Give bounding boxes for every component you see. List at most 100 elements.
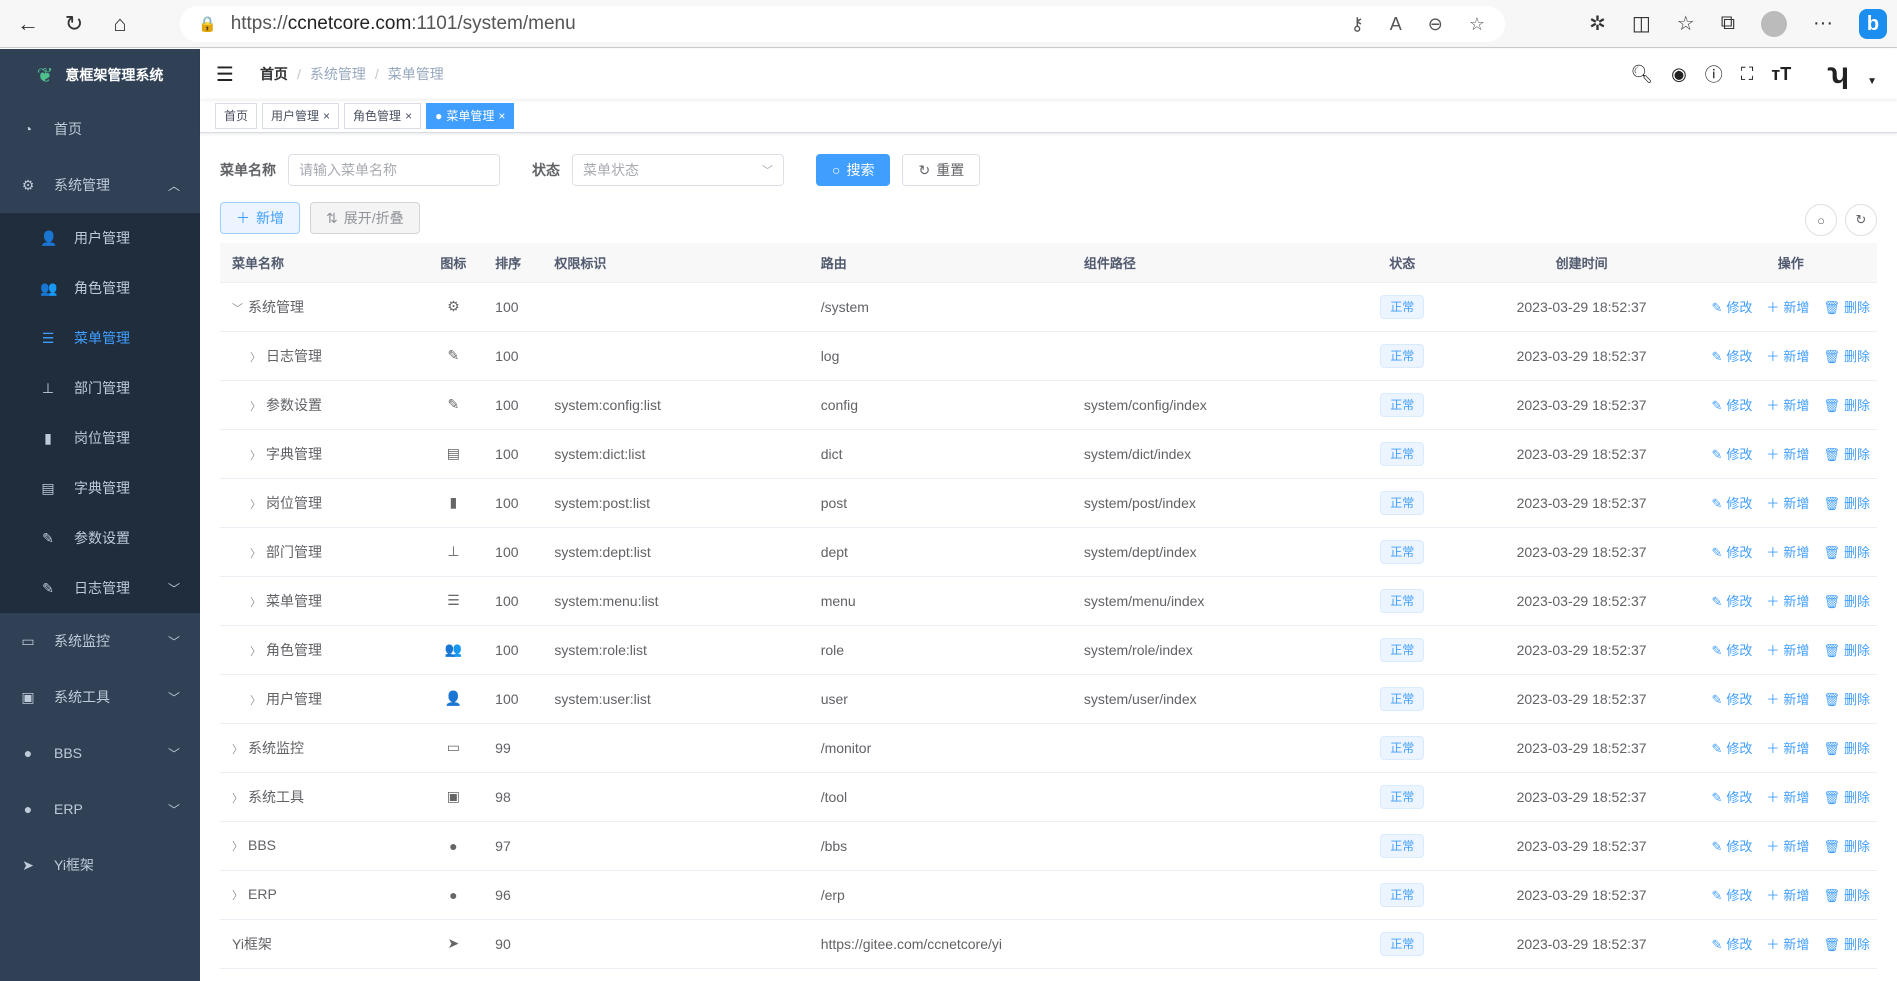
add-child-button[interactable]: ＋新增 <box>1766 888 1810 903</box>
delete-button[interactable]: 🗑︎ 删除 <box>1823 349 1870 364</box>
edit-button[interactable]: ✎ 修改 <box>1711 447 1753 462</box>
github-icon[interactable]: ◉ <box>1671 63 1687 84</box>
sidebar-subitem[interactable]: ▤ 字典管理 <box>0 463 200 513</box>
sidebar-subitem[interactable]: ▮ 岗位管理 <box>0 413 200 463</box>
home-icon[interactable]: ⌂ <box>113 10 127 36</box>
favorites-icon[interactable]: ☆ <box>1676 13 1695 35</box>
refresh-table-button[interactable]: ↻ <box>1845 204 1877 236</box>
delete-button[interactable]: 🗑︎ 删除 <box>1823 398 1870 413</box>
sidebar-item[interactable]: ▭ 系统监控 ﹀ <box>0 613 200 669</box>
help-icon[interactable]: ⓘ <box>1704 65 1723 85</box>
chevron-right-icon[interactable]: 〉 <box>250 498 261 511</box>
zoom-out-icon[interactable]: ⊖ <box>1427 13 1443 34</box>
sidebar-item[interactable]: ➤ Yi框架 <box>0 837 200 893</box>
extensions-icon[interactable]: ✲ <box>1589 13 1606 35</box>
add-child-button[interactable]: ＋新增 <box>1766 398 1810 413</box>
add-child-button[interactable]: ＋新增 <box>1766 349 1810 364</box>
delete-button[interactable]: 🗑︎ 删除 <box>1823 496 1870 511</box>
add-child-button[interactable]: ＋新增 <box>1766 300 1810 315</box>
reset-button[interactable]: ↻ 重置 <box>902 154 981 186</box>
key-icon[interactable]: ⚷ <box>1350 13 1364 34</box>
delete-button[interactable]: 🗑︎ 删除 <box>1823 545 1870 560</box>
chevron-right-icon[interactable]: 〉 <box>250 449 261 462</box>
font-size-icon[interactable]: тT <box>1771 63 1792 84</box>
edit-button[interactable]: ✎ 修改 <box>1711 937 1753 952</box>
split-screen-icon[interactable]: ◫ <box>1631 13 1651 35</box>
status-select[interactable]: 菜单状态 ﹀ <box>572 154 784 186</box>
add-child-button[interactable]: ＋新增 <box>1766 790 1810 805</box>
edit-button[interactable]: ✎ 修改 <box>1711 349 1753 364</box>
sidebar-item[interactable]: ● BBS ﹀ <box>0 725 200 781</box>
favorite-add-icon[interactable]: ☆ <box>1468 13 1485 34</box>
sidebar-subitem[interactable]: ✎ 日志管理 ﹀ <box>0 563 200 613</box>
chevron-right-icon[interactable]: 〉 <box>250 596 261 609</box>
add-child-button[interactable]: ＋新增 <box>1766 692 1810 707</box>
edit-button[interactable]: ✎ 修改 <box>1711 545 1753 560</box>
breadcrumb-home[interactable]: 首页 <box>259 66 288 82</box>
add-child-button[interactable]: ＋新增 <box>1766 643 1810 658</box>
sidebar-subitem[interactable]: ☰ 菜单管理 <box>0 313 200 363</box>
sidebar-subitem[interactable]: ⊥ 部门管理 <box>0 363 200 413</box>
close-icon[interactable]: × <box>405 108 413 123</box>
edit-button[interactable]: ✎ 修改 <box>1711 300 1753 315</box>
delete-button[interactable]: 🗑︎ 删除 <box>1823 839 1870 854</box>
fullscreen-icon[interactable]: ⛶ <box>1740 63 1754 84</box>
add-child-button[interactable]: ＋新增 <box>1766 496 1810 511</box>
sidebar-subitem[interactable]: 👥 角色管理 <box>0 263 200 313</box>
add-child-button[interactable]: ＋新增 <box>1766 594 1810 609</box>
collections-icon[interactable]: ⧉ <box>1720 12 1736 34</box>
edit-button[interactable]: ✎ 修改 <box>1711 741 1753 756</box>
profile-avatar[interactable] <box>1761 10 1788 37</box>
sidebar-item[interactable]: ▣ 系统工具 ﹀ <box>0 669 200 725</box>
user-avatar[interactable]: ʮ <box>1827 57 1850 90</box>
edit-button[interactable]: ✎ 修改 <box>1711 692 1753 707</box>
chevron-right-icon[interactable]: 〉 <box>250 547 261 560</box>
chevron-right-icon[interactable]: 〉 <box>250 645 261 658</box>
add-child-button[interactable]: ＋新增 <box>1766 545 1810 560</box>
sidebar-subitem[interactable]: ✎ 参数设置 <box>0 513 200 563</box>
sidebar-item[interactable]: ● ERP ﹀ <box>0 781 200 837</box>
tag-item[interactable]: 首页 <box>215 102 258 129</box>
edit-button[interactable]: ✎ 修改 <box>1711 643 1753 658</box>
chevron-right-icon[interactable]: 〉 <box>250 694 261 707</box>
toggle-search-button[interactable]: ○ <box>1805 204 1837 236</box>
search-icon[interactable]: 🔍︎ <box>1630 63 1654 84</box>
delete-button[interactable]: 🗑︎ 删除 <box>1823 790 1870 805</box>
tag-item[interactable]: ● 菜单管理 × <box>426 102 515 129</box>
edit-button[interactable]: ✎ 修改 <box>1711 496 1753 511</box>
add-child-button[interactable]: ＋新增 <box>1766 839 1810 854</box>
read-aloud-icon[interactable]: A <box>1389 13 1402 34</box>
hamburger-icon[interactable]: ☰ <box>216 63 234 86</box>
add-button[interactable]: ＋新增 <box>220 202 300 234</box>
add-child-button[interactable]: ＋新增 <box>1766 937 1810 952</box>
sidebar-item[interactable]: ⚙ 系统管理 ︿ <box>0 157 200 213</box>
delete-button[interactable]: 🗑︎ 删除 <box>1823 300 1870 315</box>
tag-item[interactable]: 角色管理 × <box>344 102 422 129</box>
delete-button[interactable]: 🗑︎ 删除 <box>1823 447 1870 462</box>
bing-icon[interactable]: b <box>1859 8 1887 39</box>
chevron-right-icon[interactable]: 〉 <box>232 841 243 853</box>
edit-button[interactable]: ✎ 修改 <box>1711 594 1753 609</box>
menu-name-input[interactable] <box>288 154 500 186</box>
app-logo[interactable]: ❦ 意框架管理系统 <box>36 64 164 87</box>
chevron-down-icon[interactable]: ﹀ <box>232 302 243 315</box>
caret-down-icon[interactable]: ▼ <box>1867 75 1877 87</box>
chevron-right-icon[interactable]: 〉 <box>250 351 261 364</box>
close-icon[interactable]: × <box>498 108 506 123</box>
delete-button[interactable]: 🗑︎ 删除 <box>1823 692 1870 707</box>
tag-item[interactable]: 用户管理 × <box>262 102 340 129</box>
delete-button[interactable]: 🗑︎ 删除 <box>1823 643 1870 658</box>
sidebar-subitem[interactable]: 👤 用户管理 <box>0 213 200 263</box>
chevron-right-icon[interactable]: 〉 <box>232 792 243 805</box>
search-button[interactable]: ○ 搜索 <box>816 154 891 186</box>
delete-button[interactable]: 🗑︎ 删除 <box>1823 937 1870 952</box>
edit-button[interactable]: ✎ 修改 <box>1711 888 1753 903</box>
more-icon[interactable]: ··· <box>1813 12 1833 34</box>
delete-button[interactable]: 🗑︎ 删除 <box>1823 888 1870 903</box>
edit-button[interactable]: ✎ 修改 <box>1711 839 1753 854</box>
chevron-right-icon[interactable]: 〉 <box>232 743 243 756</box>
expand-collapse-button[interactable]: ⇅ 展开/折叠 <box>310 202 420 234</box>
chevron-right-icon[interactable]: 〉 <box>232 890 243 902</box>
back-icon[interactable]: ← <box>17 10 39 36</box>
add-child-button[interactable]: ＋新增 <box>1766 447 1810 462</box>
